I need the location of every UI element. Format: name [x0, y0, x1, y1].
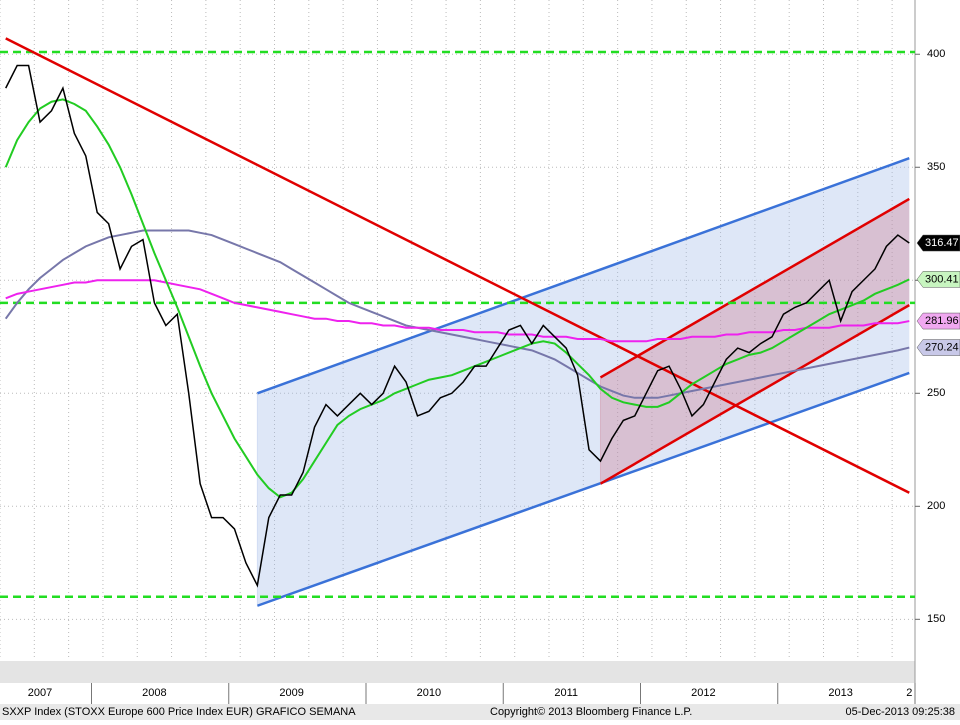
moving-average	[4, 229, 910, 399]
x-axis-band	[0, 661, 915, 683]
channel-upper	[599, 197, 910, 379]
last-value-label: 300.41	[925, 273, 959, 285]
channel-lower	[256, 371, 910, 607]
x-tick-label: 2008	[142, 687, 166, 699]
moving-average	[5, 279, 910, 343]
y-tick-label: 250	[927, 387, 945, 399]
channel-upper	[256, 157, 910, 395]
x-tick-label: 2013	[828, 687, 852, 699]
last-value-label: 281.96	[925, 315, 959, 327]
channel-fill	[257, 158, 910, 606]
last-value-box	[916, 312, 960, 330]
trendline	[5, 37, 910, 494]
footer-band	[0, 704, 960, 720]
x-tick-label: 2009	[279, 687, 303, 699]
last-value-box	[916, 271, 960, 288]
moving-average	[4, 98, 910, 499]
y-tick-label: 150	[927, 613, 945, 625]
x-tick-label: 2010	[417, 687, 441, 699]
channel-lower	[599, 304, 910, 485]
channel-fill	[600, 198, 910, 484]
footer-copyright: Copyright© 2013 Bloomberg Finance L.P.	[490, 706, 692, 718]
y-tick-label: 350	[927, 161, 945, 173]
footer-timestamp: 05-Dec-2013 09:25:38	[846, 706, 955, 718]
y-tick-label: 400	[927, 48, 945, 60]
last-value-label: 270.24	[925, 341, 959, 353]
footer-title: SXXP Index (STOXX Europe 600 Price Index…	[2, 706, 356, 718]
last-value-label: 316.47	[925, 237, 959, 249]
x-tick-label: 2012	[691, 687, 715, 699]
price-line	[5, 64, 910, 588]
last-value-box	[916, 234, 960, 252]
y-tick-label: 200	[927, 500, 945, 512]
last-value-box	[916, 339, 960, 356]
x-tick-label: 2	[906, 687, 912, 699]
x-tick-label: 2011	[554, 687, 578, 699]
x-tick-label: 2007	[28, 687, 52, 699]
